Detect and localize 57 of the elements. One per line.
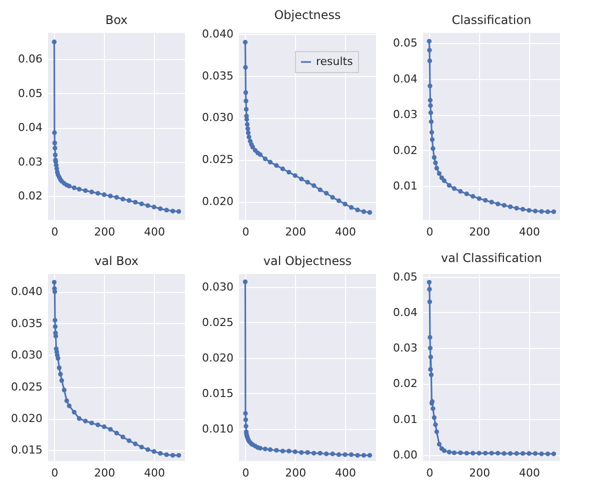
x-tick-label: 0 [426, 466, 434, 480]
x-tick-label: 200 [285, 466, 306, 480]
y-tick-label: 0.04 [393, 306, 418, 319]
y-tick-label: 0.05 [393, 270, 418, 284]
chart-title: Objectness [274, 8, 341, 22]
y-tick-label: 0.06 [18, 52, 42, 66]
x-tick-label: 400 [519, 226, 540, 238]
chart-title: Box [105, 13, 128, 27]
y-tick-label: 0.03 [393, 108, 418, 122]
y-tick-label: 0.010 [202, 422, 234, 436]
y-tick-label: 0.01 [393, 180, 418, 193]
x-tick-label: 0 [242, 466, 250, 480]
x-tick-label: 200 [94, 226, 116, 238]
legend-label: results [316, 55, 354, 68]
y-tick-label: 0.03 [18, 155, 42, 168]
x-tick-label: 0 [51, 226, 58, 238]
y-tick-label: 0.025 [11, 380, 42, 394]
y-tick-label: 0.020 [202, 351, 234, 364]
chart-title: val Objectness [263, 254, 352, 268]
y-tick-label: 0.015 [11, 444, 42, 457]
x-tick-label: 200 [94, 466, 116, 480]
y-tick-label: 0.02 [393, 144, 418, 157]
y-tick-label: 0.035 [11, 316, 42, 330]
y-tick-label: 0.030 [202, 280, 234, 294]
y-tick-label: 0.035 [202, 69, 234, 82]
x-tick-label: 0 [51, 466, 58, 480]
x-tick-label: 200 [469, 466, 490, 480]
y-tick-label: 0.025 [202, 316, 234, 329]
y-tick-label: 0.00 [393, 448, 418, 462]
x-tick-label: 200 [285, 226, 306, 238]
x-tick-label: 400 [144, 466, 166, 480]
y-tick-label: 0.030 [11, 348, 42, 362]
y-tick-label: 0.025 [202, 153, 234, 166]
y-tick-label: 0.030 [202, 111, 234, 124]
x-tick-label: 400 [519, 466, 540, 480]
y-tick-label: 0.04 [393, 72, 418, 86]
y-tick-label: 0.05 [18, 86, 42, 100]
x-tick-label: 200 [469, 226, 490, 238]
y-tick-label: 0.020 [11, 412, 42, 426]
y-tick-label: 0.01 [393, 412, 418, 426]
chart-title: val Classification [440, 250, 542, 265]
chart-title: val Box [94, 254, 138, 268]
y-tick-label: 0.03 [393, 342, 418, 355]
y-tick-label: 0.02 [18, 190, 42, 203]
y-tick-label: 0.04 [18, 121, 42, 134]
y-tick-label: 0.02 [393, 377, 418, 390]
y-tick-label: 0.05 [393, 36, 418, 50]
y-tick-label: 0.020 [202, 195, 234, 208]
y-tick-label: 0.040 [11, 285, 42, 298]
x-tick-label: 0 [426, 226, 434, 238]
chart-title: Classification [452, 13, 532, 27]
x-tick-label: 400 [335, 226, 356, 238]
y-tick-label: 0.015 [202, 386, 234, 400]
x-tick-label: 400 [144, 226, 166, 238]
x-tick-label: 400 [335, 466, 356, 480]
y-tick-label: 0.040 [202, 27, 234, 40]
x-tick-label: 0 [242, 226, 250, 238]
